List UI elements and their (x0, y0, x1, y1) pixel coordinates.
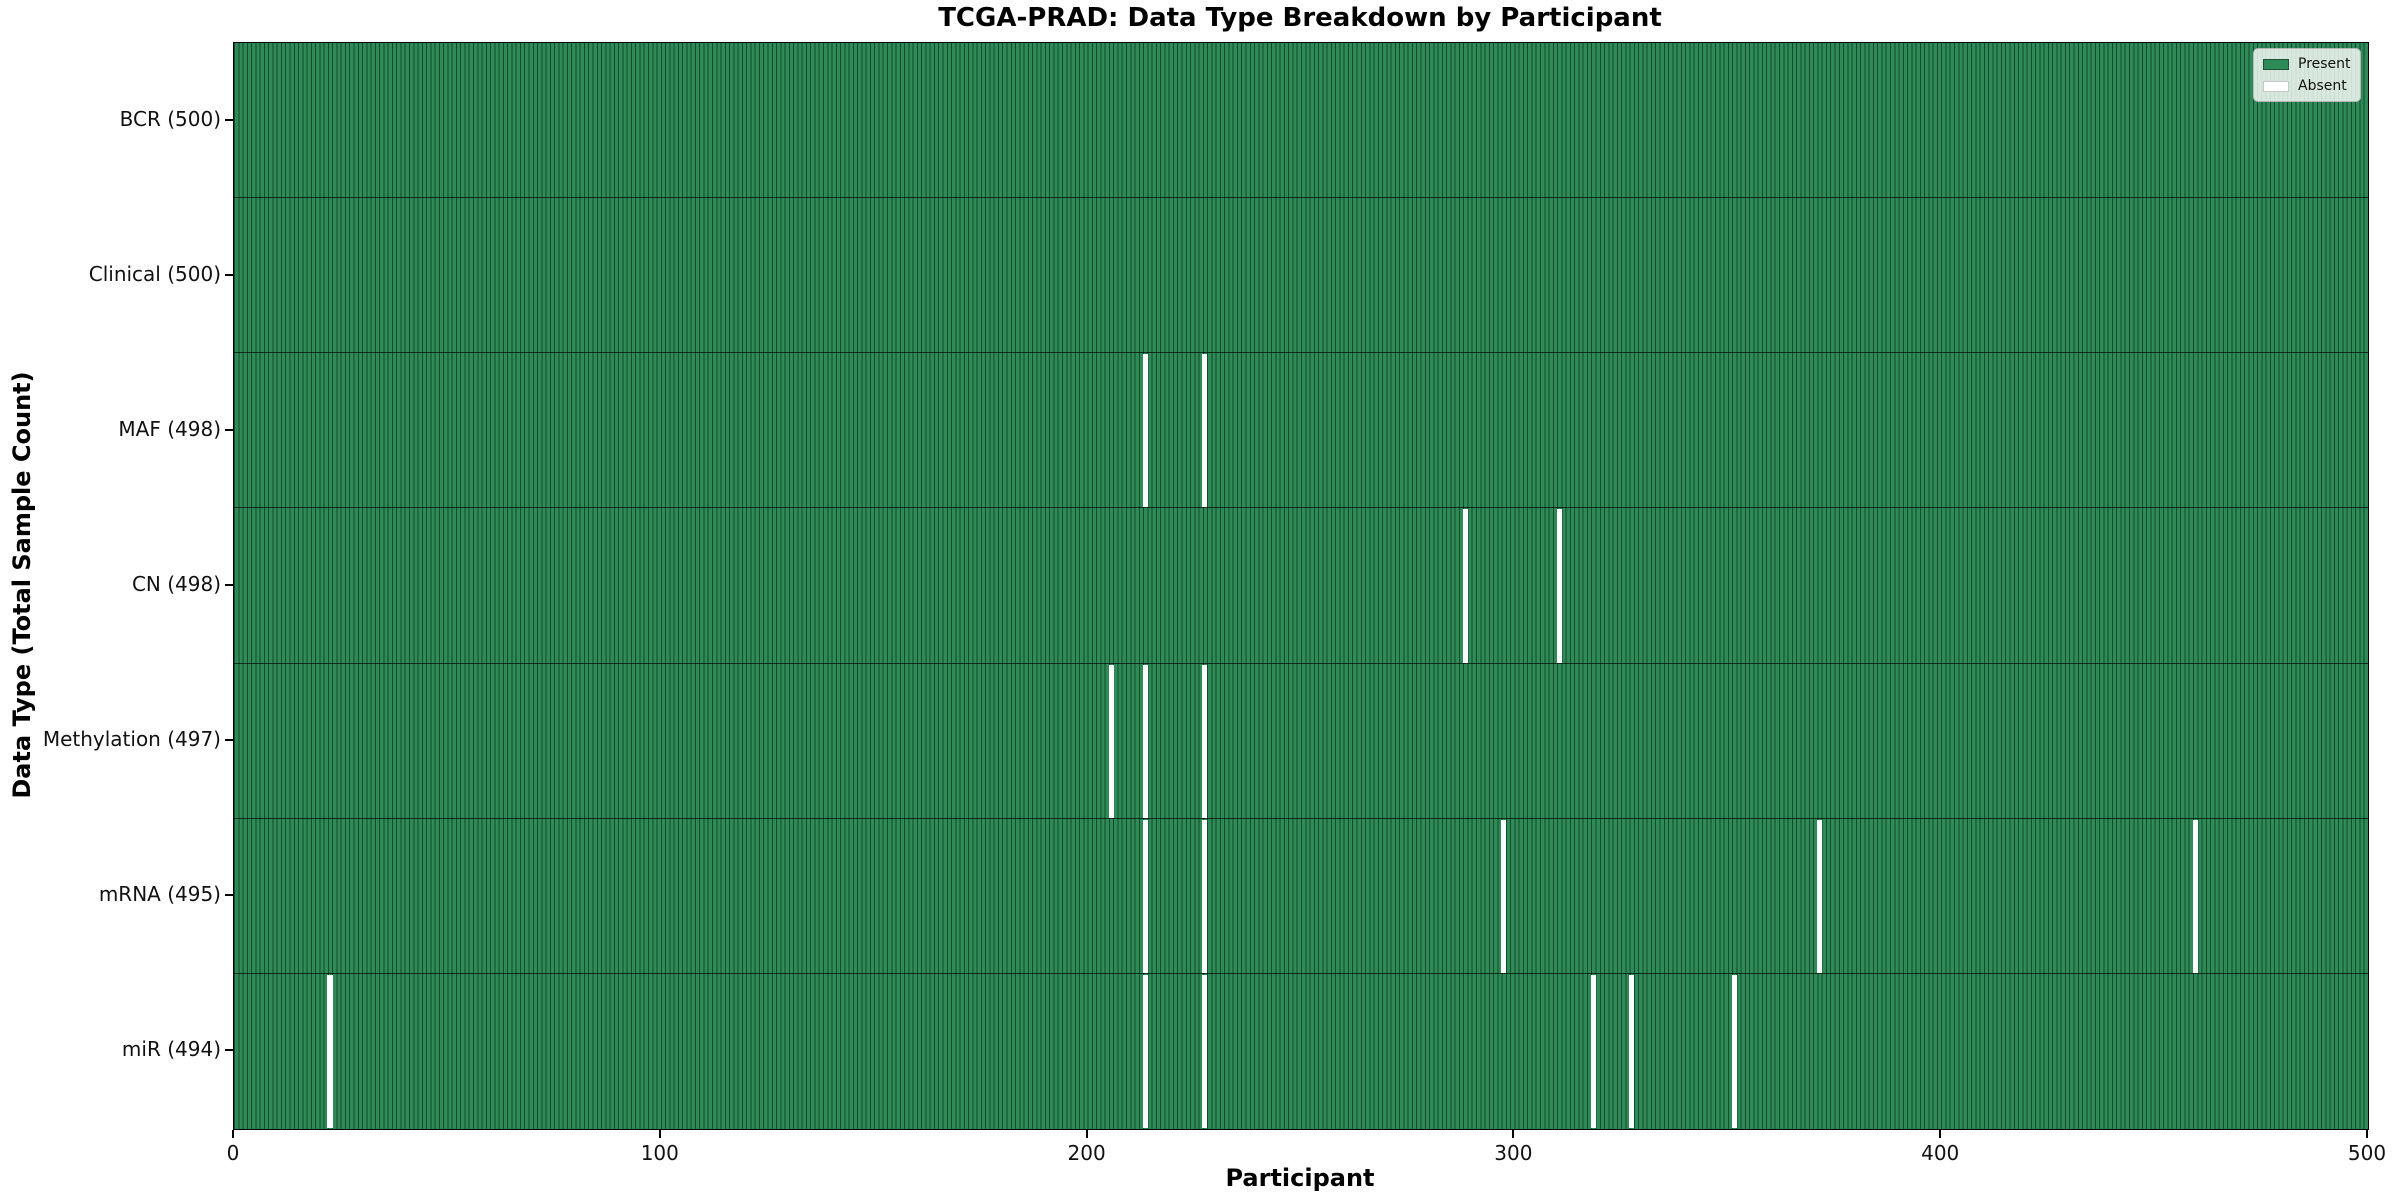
legend-label-present: Present (2298, 56, 2351, 72)
x-axis-label: Participant (1225, 1164, 1375, 1192)
x-tick-label-400: 400 (1921, 1141, 1960, 1165)
plot-area (233, 42, 2369, 1130)
absent-swatch (2263, 80, 2289, 92)
y-tick-label-MAF: MAF (498) (118, 416, 221, 441)
absent-gap-mRNA-459 (2192, 819, 2198, 973)
x-tick-label-300: 300 (1494, 1141, 1533, 1165)
bar-row-CN (234, 508, 2368, 664)
absent-gap-mRNA-213 (1142, 819, 1148, 973)
x-tick-mark (1512, 1129, 1515, 1138)
absent-gap-miR-318 (1590, 974, 1596, 1128)
x-tick-label-500: 500 (2347, 1141, 2387, 1165)
x-tick-label-0: 0 (226, 1141, 240, 1165)
y-tick-mark (225, 1049, 233, 1052)
absent-gap-miR-213 (1142, 974, 1148, 1128)
absent-gap-Methylation-227 (1202, 664, 1208, 818)
bar-row-BCR (234, 43, 2368, 199)
x-tick-mark (658, 1129, 661, 1138)
absent-gap-miR-227 (1202, 974, 1208, 1128)
legend: Present Absent (2253, 48, 2361, 102)
y-tick-label-miR: miR (494) (121, 1037, 221, 1062)
y-tick-mark (225, 739, 233, 742)
absent-gap-mRNA-227 (1202, 819, 1208, 973)
x-tick-mark (232, 1129, 234, 1138)
x-tick-mark (2366, 1129, 2368, 1138)
y-tick-mark (225, 273, 233, 276)
absent-gap-Methylation-205 (1108, 664, 1114, 818)
absent-gap-MAF-213 (1142, 354, 1148, 508)
bar-row-Methylation (234, 663, 2368, 819)
y-tick-label-Clinical: Clinical (500) (88, 261, 221, 286)
y-tick-label-Methylation: Methylation (497) (42, 727, 221, 752)
absent-gap-Methylation-213 (1142, 664, 1148, 818)
y-tick-mark (225, 584, 233, 586)
x-tick-label-200: 200 (1067, 1141, 1106, 1165)
legend-entry-present: Present (2263, 56, 2351, 72)
absent-gap-miR-351 (1731, 974, 1737, 1128)
legend-entry-absent: Absent (2263, 78, 2351, 94)
x-tick-mark (1939, 1129, 1942, 1138)
chart-title: TCGA-PRAD: Data Type Breakdown by Partic… (938, 3, 1662, 33)
bar-row-miR (234, 973, 2368, 1129)
y-tick-label-mRNA: mRNA (495) (98, 882, 221, 907)
bar-row-MAF (234, 353, 2368, 509)
x-tick-label-100: 100 (640, 1141, 679, 1165)
absent-gap-mRNA-371 (1817, 819, 1823, 973)
y-tick-label-CN: CN (498) (131, 572, 221, 596)
y-tick-label-BCR: BCR (500) (119, 106, 221, 131)
absent-gap-miR-327 (1629, 974, 1635, 1128)
y-tick-mark (225, 894, 233, 897)
absent-gap-mRNA-297 (1501, 819, 1507, 973)
present-swatch (2263, 58, 2289, 70)
legend-label-absent: Absent (2298, 78, 2347, 94)
y-tick-mark (225, 428, 233, 431)
bar-row-Clinical (234, 198, 2368, 354)
absent-gap-CN-288 (1462, 509, 1468, 663)
bar-row-mRNA (234, 818, 2368, 974)
absent-gap-CN-310 (1556, 509, 1562, 663)
absent-gap-MAF-227 (1202, 354, 1208, 508)
y-tick-mark (225, 118, 233, 121)
x-tick-mark (1085, 1129, 1088, 1138)
absent-gap-miR-22 (327, 974, 333, 1128)
